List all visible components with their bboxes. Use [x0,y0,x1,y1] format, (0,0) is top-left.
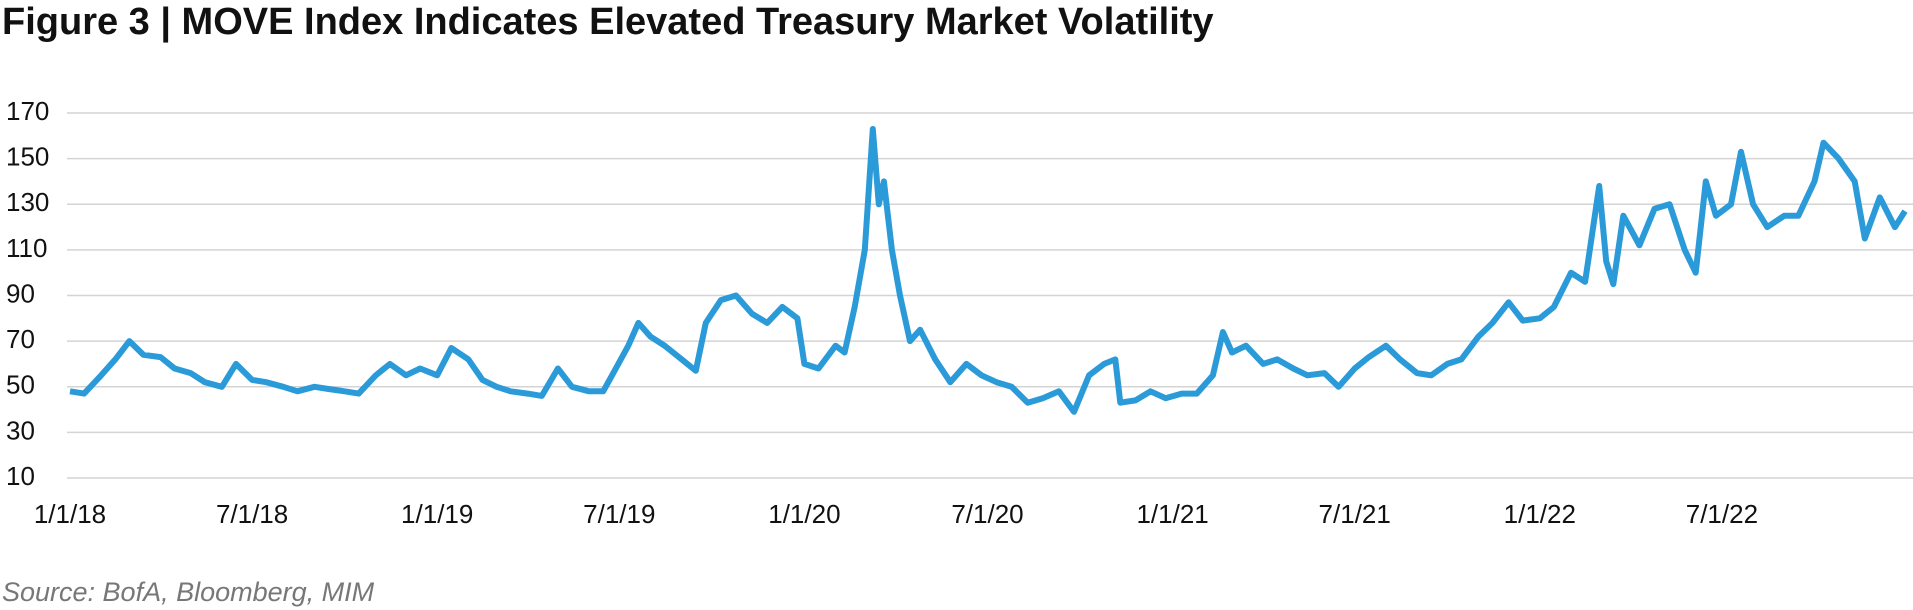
x-tick-label: 1/1/18 [34,499,106,529]
x-tick-label: 7/1/21 [1319,499,1391,529]
y-tick-label: 170 [6,96,49,126]
source-note: Source: BofA, Bloomberg, MIM [2,577,375,607]
chart-title: Figure 3 | MOVE Index Indicates Elevated… [2,1,1214,43]
x-tick-label: 7/1/22 [1686,499,1758,529]
y-tick-label: 90 [6,278,35,308]
y-tick-label: 10 [6,461,35,491]
x-tick-label: 1/1/19 [401,499,473,529]
data-line [69,126,1908,415]
x-tick-label: 1/1/22 [1504,499,1576,529]
y-tick-label: 50 [6,370,35,400]
y-tick-label: 70 [6,324,35,354]
y-tick-label: 130 [6,187,49,217]
x-tick-label: 7/1/19 [583,499,655,529]
x-tick-label: 7/1/18 [216,499,288,529]
y-tick-label: 110 [6,233,47,263]
y-tick-label: 150 [6,142,49,172]
x-tick-label: 1/1/20 [768,499,840,529]
x-tick-label: 1/1/21 [1136,499,1208,529]
y-tick-label: 30 [6,415,35,445]
x-tick-label: 7/1/20 [951,499,1023,529]
